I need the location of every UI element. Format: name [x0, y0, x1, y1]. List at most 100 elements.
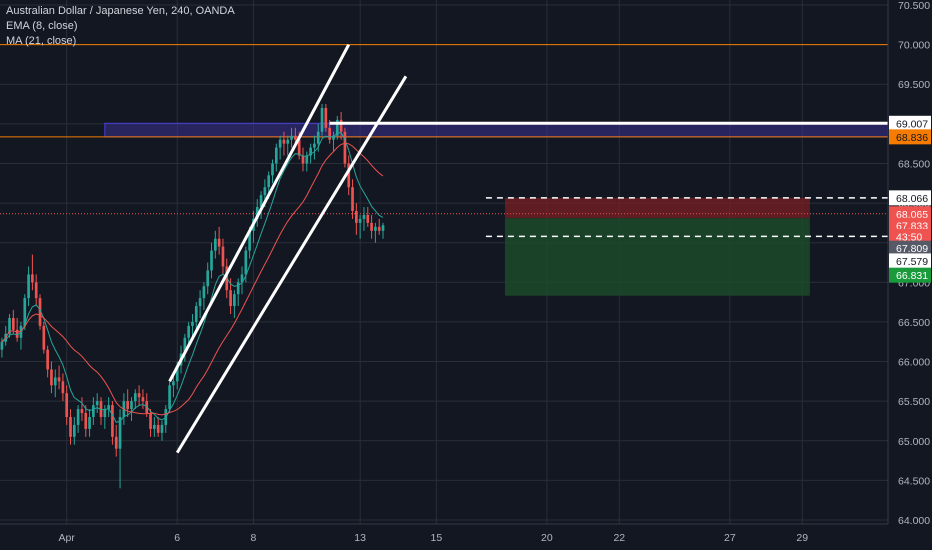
candle-body — [339, 119, 343, 132]
candle-body — [213, 238, 217, 251]
candle-series — [0, 104, 385, 489]
candle-body — [80, 409, 84, 414]
x-tick-label: 20 — [541, 532, 553, 544]
y-tick-label: 65.500 — [898, 396, 930, 408]
candle-body — [267, 175, 271, 188]
take-profit-zone — [504, 218, 810, 296]
candle-body — [194, 306, 198, 322]
candle-body — [27, 274, 30, 299]
candle-body — [286, 139, 290, 144]
candle-body — [309, 147, 312, 156]
candle-body — [126, 401, 130, 410]
ma-line — [1, 142, 384, 416]
price-label: 68.836 — [896, 132, 928, 144]
price-label-box — [889, 240, 931, 256]
candle-body — [294, 135, 297, 140]
candle-body — [156, 424, 160, 433]
candle-body — [191, 321, 194, 326]
y-tick-label: 66.000 — [898, 357, 930, 369]
candle-body — [233, 294, 236, 307]
channel-line — [168, 43, 351, 383]
candle-body — [229, 290, 232, 307]
candle-body — [65, 393, 69, 417]
candle-body — [95, 401, 99, 406]
candle-body — [377, 226, 381, 231]
candle-body — [263, 187, 267, 196]
candle-body — [183, 337, 187, 354]
x-tick-label: 29 — [796, 532, 808, 544]
candle-body — [31, 274, 34, 283]
price-label-box — [889, 228, 931, 244]
candle-body — [320, 108, 324, 132]
candle-body — [130, 401, 133, 410]
price-label-box — [889, 267, 931, 283]
candle-body — [160, 424, 164, 433]
candle-body — [12, 317, 15, 330]
candle-body — [137, 393, 141, 398]
candle-body — [358, 218, 362, 223]
candle-body — [248, 230, 251, 251]
y-tick-label: 66.500 — [898, 317, 930, 329]
candle-body — [259, 195, 263, 208]
x-tick-label: 27 — [724, 532, 736, 544]
y-tick-label: 64.500 — [898, 475, 930, 487]
price-label-box — [889, 129, 931, 145]
candle-body — [255, 207, 259, 219]
candle-body — [366, 214, 370, 223]
candle-body — [76, 409, 80, 425]
candle-body — [187, 325, 190, 338]
candle-body — [278, 139, 282, 148]
legend-ema: EMA (8, close) — [6, 20, 78, 32]
price-label: 66.831 — [896, 270, 928, 282]
candle-body — [53, 377, 57, 386]
candle-body — [38, 298, 42, 326]
candle-body — [274, 147, 278, 164]
candle-body — [351, 187, 354, 211]
x-tick-label: 13 — [354, 532, 366, 544]
candle-body — [217, 238, 221, 247]
price-label: 67.579 — [896, 256, 928, 268]
candle-body — [23, 298, 27, 326]
candle-body — [343, 131, 347, 164]
candle-body — [198, 298, 202, 307]
price-label-box — [889, 115, 931, 131]
candle-body — [103, 409, 107, 417]
drawings — [168, 43, 888, 454]
y-tick-label: 70.000 — [898, 40, 930, 52]
candle-body — [324, 108, 328, 128]
candle-body — [313, 143, 316, 148]
y-tick-label: 69.500 — [898, 79, 930, 91]
candle-body — [305, 155, 309, 164]
candle-body — [168, 385, 171, 410]
candle-body — [206, 270, 210, 287]
candle-body — [111, 405, 114, 437]
candle-body — [133, 393, 137, 402]
x-tick-label: Apr — [59, 532, 76, 544]
x-tick-label: 8 — [251, 532, 257, 544]
chart-legend: Australian Dollar / Japanese Yen, 240, O… — [6, 4, 235, 49]
candle-body — [118, 417, 122, 449]
candle-body — [374, 226, 377, 231]
candle-body — [34, 282, 38, 299]
candle-body — [335, 119, 339, 136]
candle-body — [244, 250, 248, 275]
price-label: 69.007 — [896, 118, 928, 130]
candle-body — [282, 139, 286, 144]
candle-body — [149, 413, 152, 429]
x-tick-label: 6 — [174, 532, 180, 544]
candle-body — [114, 436, 118, 449]
chart-levels — [0, 44, 888, 215]
candle-body — [355, 211, 358, 223]
candle-body — [61, 381, 65, 394]
candle-body — [0, 341, 4, 350]
x-tick-label: 15 — [431, 532, 443, 544]
chart-zones — [104, 122, 889, 296]
candle-body — [347, 163, 351, 188]
candle-body — [332, 135, 335, 140]
price-label: 68.066 — [896, 193, 928, 205]
candle-body — [88, 417, 91, 429]
legend-ma: MA (21, close) — [6, 35, 77, 47]
channel-line — [175, 75, 408, 454]
